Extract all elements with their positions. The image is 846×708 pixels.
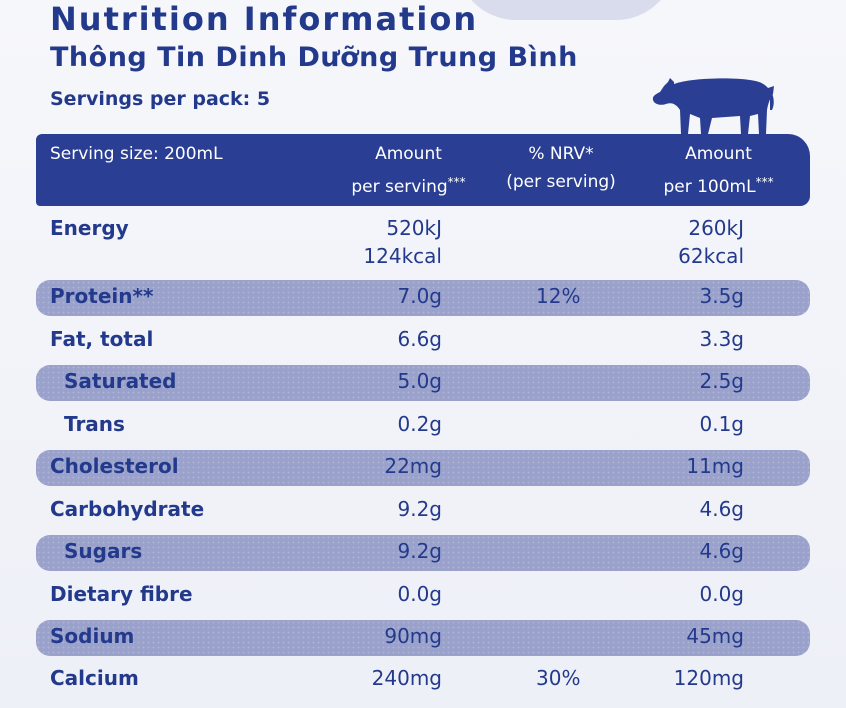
table-row-cholesterol: Cholesterol 22mg 11mg bbox=[36, 450, 810, 486]
table-row-carbohydrate: Carbohydrate 9.2g 4.6g bbox=[36, 493, 810, 529]
header-nrv-line1: % NRV* bbox=[528, 144, 594, 164]
amount-per-100ml: 260kJ bbox=[688, 216, 744, 240]
table-row-saturated: Saturated 5.0g 2.5g bbox=[36, 365, 810, 401]
table-row-protein: Protein** 7.0g 12% 3.5g bbox=[36, 280, 810, 316]
amount-per-100ml: 45mg bbox=[686, 624, 744, 648]
amount-per-100ml: 4.6g bbox=[699, 497, 744, 521]
nutrient-name: Calcium bbox=[50, 666, 139, 690]
amount-per-serving: 6.6g bbox=[397, 327, 442, 351]
table-row-dietary-fibre: Dietary fibre 0.0g 0.0g bbox=[36, 578, 810, 614]
header-nrv-line2: (per serving) bbox=[506, 172, 616, 192]
amount-per-100ml: 3.3g bbox=[699, 327, 744, 351]
page-subtitle: Thông Tin Dinh Dưỡng Trung Bình bbox=[50, 42, 578, 73]
nutrient-name: Protein** bbox=[50, 284, 154, 308]
header-amount-line2: per serving*** bbox=[326, 168, 491, 201]
amount-per-100ml: 0.0g bbox=[699, 582, 744, 606]
amount-per-serving: 90mg bbox=[384, 624, 442, 648]
table-row-calcium: Calcium 240mg 30% 120mg bbox=[36, 662, 810, 698]
amount-per-100ml: 11mg bbox=[686, 454, 744, 478]
header-serving-size: Serving size: 200mL bbox=[50, 144, 223, 164]
amount-per-100ml: 2.5g bbox=[699, 369, 744, 393]
header-amount-per-serving-text: per serving bbox=[351, 177, 448, 197]
nutrient-name: Saturated bbox=[64, 369, 177, 393]
amount-per-serving: 0.0g bbox=[397, 582, 442, 606]
header-amount-per-100ml: Amount per 100mL*** bbox=[636, 140, 801, 201]
header-amount100-sup: *** bbox=[755, 175, 774, 189]
table-row-energy: Energy 520kJ 124kcal 260kJ 62kcal bbox=[36, 212, 810, 276]
nutrient-name: Sugars bbox=[64, 539, 143, 563]
nrv-percent: 30% bbox=[536, 666, 581, 690]
table-row-sugars: Sugars 9.2g 4.6g bbox=[36, 535, 810, 571]
cow-icon bbox=[652, 78, 774, 134]
header-amount-per-100ml-text: per 100mL bbox=[663, 177, 756, 197]
nutrient-name: Dietary fibre bbox=[50, 582, 193, 606]
amount-per-serving: 9.2g bbox=[397, 497, 442, 521]
amount-per-serving: 240mg bbox=[371, 666, 442, 690]
decorative-shape bbox=[456, 0, 676, 20]
amount-per-100ml: 0.1g bbox=[699, 412, 744, 436]
table-header: Serving size: 200mL Amount per serving**… bbox=[36, 134, 810, 206]
nutrient-name: Cholesterol bbox=[50, 454, 179, 478]
amount-per-serving: 0.2g bbox=[397, 412, 442, 436]
page-title: Nutrition Information bbox=[50, 0, 479, 38]
nutrient-name: Trans bbox=[64, 412, 125, 436]
table-row-trans: Trans 0.2g 0.1g bbox=[36, 408, 810, 444]
amount-per-serving: 7.0g bbox=[397, 284, 442, 308]
amount-per-100ml: 4.6g bbox=[699, 539, 744, 563]
amount-per-100ml-kcal: 62kcal bbox=[678, 244, 744, 268]
amount-per-100ml: 3.5g bbox=[699, 284, 744, 308]
amount-per-serving: 9.2g bbox=[397, 539, 442, 563]
amount-per-serving: 22mg bbox=[384, 454, 442, 478]
nutrient-name: Carbohydrate bbox=[50, 497, 205, 521]
servings-per-pack: Servings per pack: 5 bbox=[50, 88, 271, 110]
table-row-sodium: Sodium 90mg 45mg bbox=[36, 620, 810, 656]
header-nrv: % NRV* (per serving) bbox=[496, 140, 626, 196]
nutrient-name: Fat, total bbox=[50, 327, 154, 351]
amount-per-serving: 5.0g bbox=[397, 369, 442, 393]
nrv-percent: 12% bbox=[536, 284, 581, 308]
nutrient-name: Energy bbox=[50, 216, 129, 240]
header-amount100-line2: per 100mL*** bbox=[636, 168, 801, 201]
header-amount100-line1: Amount bbox=[685, 144, 752, 164]
table-row-fat-total: Fat, total 6.6g 3.3g bbox=[36, 323, 810, 359]
amount-per-serving: 520kJ bbox=[386, 216, 442, 240]
header-amount-per-serving: Amount per serving*** bbox=[326, 140, 491, 201]
amount-per-serving-kcal: 124kcal bbox=[363, 244, 442, 268]
amount-per-100ml: 120mg bbox=[673, 666, 744, 690]
nutrient-name: Sodium bbox=[50, 624, 135, 648]
header-amount-line1: Amount bbox=[375, 144, 442, 164]
header-amount-sup: *** bbox=[447, 175, 466, 189]
